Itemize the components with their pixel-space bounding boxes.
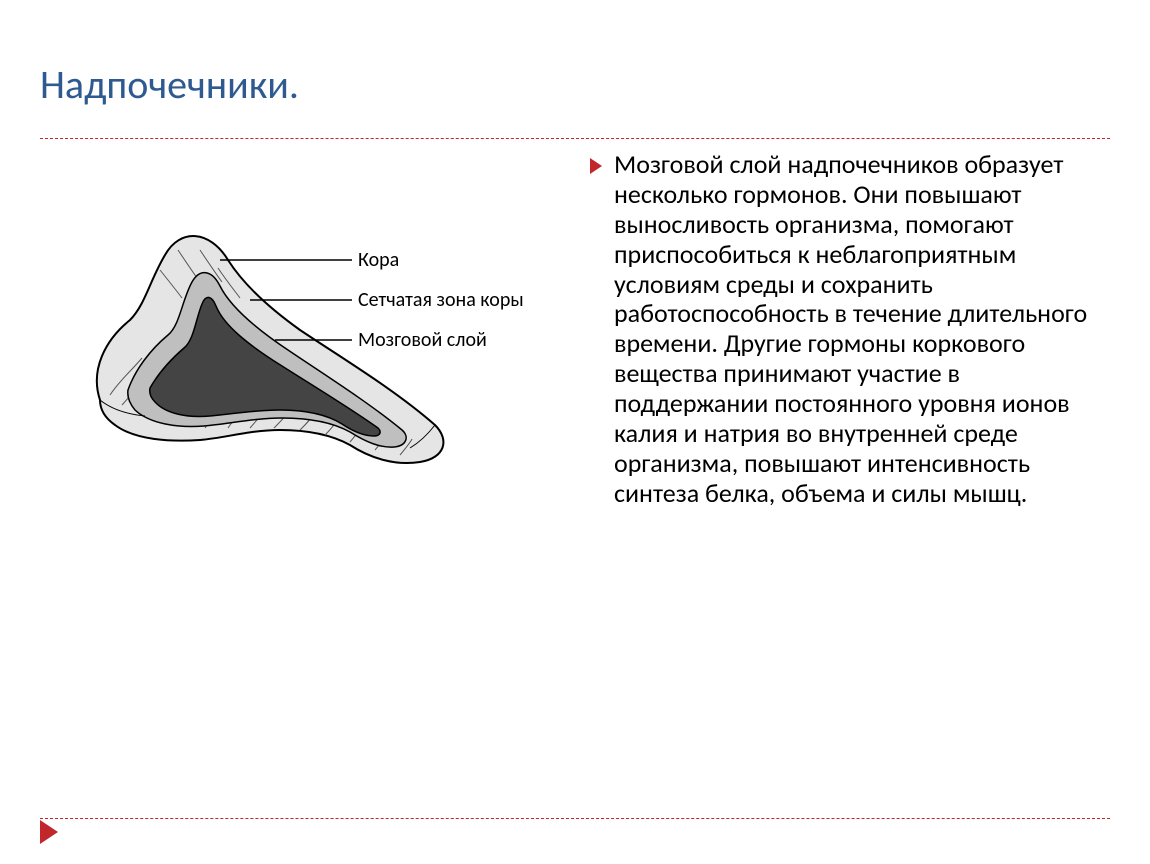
divider-bottom	[40, 818, 1110, 819]
diagram-label-cortex: Кора	[358, 248, 399, 272]
slide: Надпочечники.	[0, 0, 1150, 864]
adrenal-svg	[50, 190, 570, 490]
right-column: Мозговой слой надпочечников образует нес…	[590, 150, 1110, 794]
bullet-item: Мозговой слой надпочечников образует нес…	[590, 150, 1110, 509]
diagram-label-reticular: Сетчатая зона коры	[358, 288, 524, 312]
divider-top	[40, 138, 1110, 139]
adrenal-diagram: Кора Сетчатая зона коры Мозговой слой	[50, 190, 570, 490]
chevron-right-icon	[40, 820, 60, 844]
body-text: Мозговой слой надпочечников образует нес…	[614, 150, 1110, 509]
slide-title: Надпочечники.	[40, 60, 299, 109]
content-area: Кора Сетчатая зона коры Мозговой слой Мо…	[40, 150, 1110, 794]
left-column: Кора Сетчатая зона коры Мозговой слой	[40, 150, 590, 794]
chevron-right-icon	[590, 158, 604, 174]
diagram-label-medulla: Мозговой слой	[358, 328, 487, 352]
